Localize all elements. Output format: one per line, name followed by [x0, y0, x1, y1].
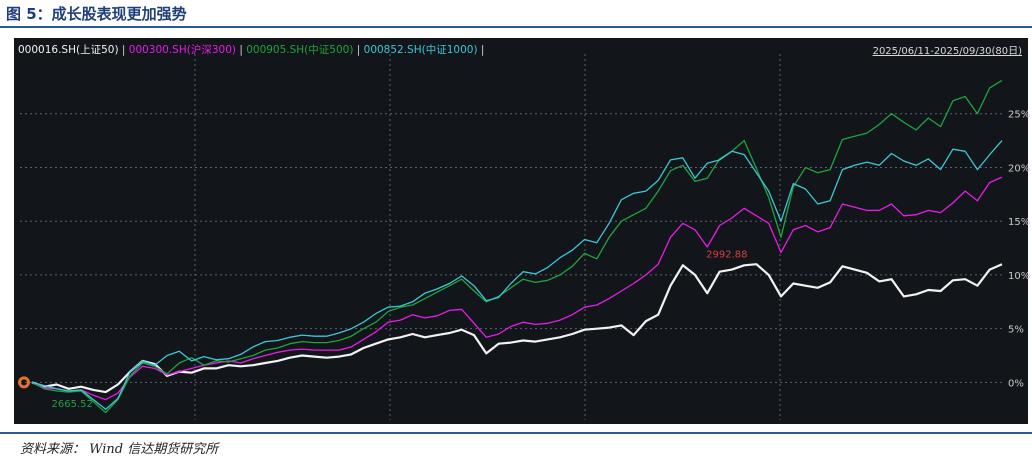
- legend-separator: |: [477, 44, 485, 56]
- y-tick-label: 15%: [1008, 217, 1030, 228]
- y-tick-label: 10%: [1008, 271, 1030, 282]
- legend-separator: |: [353, 44, 364, 56]
- legend-separator: |: [235, 44, 247, 56]
- source-note: 资料来源： Wind 信达期货研究所: [20, 442, 219, 457]
- data-annotation: 2992.88: [706, 249, 747, 260]
- series-line-0: [31, 263, 1003, 394]
- y-tick-label: 20%: [1008, 163, 1030, 174]
- chart-panel: [14, 38, 1028, 424]
- y-tick-label: 5%: [1008, 325, 1024, 336]
- legend-separator: |: [118, 44, 129, 56]
- y-tick-label: 0%: [1008, 378, 1024, 389]
- series-line-1: [31, 176, 1003, 401]
- footer-rule: [0, 432, 1032, 434]
- y-tick-label: 25%: [1008, 110, 1030, 121]
- chart-legend: 000016.SH(上证50) | 000300.SH(沪深300) | 000…: [18, 42, 484, 57]
- data-annotation: 2665.52: [52, 399, 93, 410]
- legend-item-csi300[interactable]: 000300.SH(沪深300): [128, 44, 236, 56]
- series-line-3: [31, 140, 1003, 410]
- start-marker: [18, 376, 30, 389]
- date-range-selector[interactable]: 2025/06/11-2025/09/30(80日): [872, 46, 1022, 57]
- series-line-2: [31, 79, 1003, 414]
- legend-item-sse50[interactable]: 000016.SH(上证50): [18, 44, 119, 56]
- legend-item-csi500[interactable]: 000905.SH(中证500): [246, 44, 354, 56]
- title-rule: [0, 26, 1032, 28]
- figure-title: 图 5：成长股表现更加强势: [6, 5, 187, 23]
- legend-item-csi1000[interactable]: 000852.SH(中证1000): [363, 44, 478, 56]
